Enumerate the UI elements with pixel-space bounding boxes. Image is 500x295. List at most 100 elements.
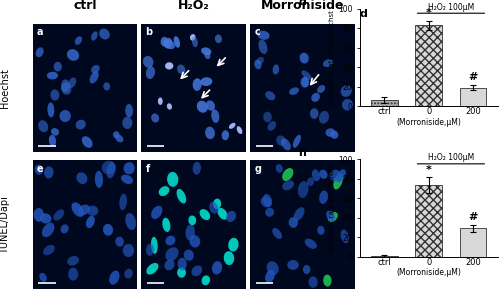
Bar xyxy=(460,88,486,106)
Ellipse shape xyxy=(340,230,349,243)
Ellipse shape xyxy=(266,261,278,275)
Ellipse shape xyxy=(167,103,172,110)
Ellipse shape xyxy=(120,194,127,210)
Ellipse shape xyxy=(151,113,159,122)
Ellipse shape xyxy=(302,76,309,87)
Ellipse shape xyxy=(204,52,210,59)
Y-axis label: Apoptotic rate (%) TUNEL: Apoptotic rate (%) TUNEL xyxy=(328,163,335,253)
Ellipse shape xyxy=(190,235,200,248)
Y-axis label: Apoptotic rate (%) Hoechst: Apoptotic rate (%) Hoechst xyxy=(328,10,335,105)
Bar xyxy=(416,185,442,257)
Ellipse shape xyxy=(276,135,286,146)
Ellipse shape xyxy=(300,53,309,63)
Ellipse shape xyxy=(272,64,279,75)
Ellipse shape xyxy=(143,56,154,68)
Ellipse shape xyxy=(178,258,187,270)
Ellipse shape xyxy=(330,170,341,181)
Ellipse shape xyxy=(164,38,172,49)
Ellipse shape xyxy=(78,204,90,215)
Ellipse shape xyxy=(91,31,98,41)
Ellipse shape xyxy=(202,276,210,285)
Ellipse shape xyxy=(319,191,328,204)
Ellipse shape xyxy=(304,239,317,249)
Ellipse shape xyxy=(62,83,72,95)
Ellipse shape xyxy=(67,256,79,266)
Ellipse shape xyxy=(323,275,332,286)
X-axis label: (Morroniside,μM): (Morroniside,μM) xyxy=(396,118,461,127)
Ellipse shape xyxy=(206,100,215,111)
Ellipse shape xyxy=(124,269,132,278)
Ellipse shape xyxy=(300,77,309,88)
Ellipse shape xyxy=(44,166,54,178)
Ellipse shape xyxy=(90,71,98,83)
Ellipse shape xyxy=(151,206,162,219)
Ellipse shape xyxy=(177,65,186,75)
Ellipse shape xyxy=(197,101,208,113)
Ellipse shape xyxy=(326,128,336,137)
Text: *: * xyxy=(426,165,432,175)
Ellipse shape xyxy=(228,238,238,252)
Ellipse shape xyxy=(146,66,155,79)
Text: H₂O₂ 100μM: H₂O₂ 100μM xyxy=(428,3,474,12)
Ellipse shape xyxy=(166,236,175,245)
Ellipse shape xyxy=(340,85,352,97)
Ellipse shape xyxy=(106,162,116,178)
Ellipse shape xyxy=(205,127,215,139)
Ellipse shape xyxy=(307,178,314,186)
Ellipse shape xyxy=(200,209,210,220)
Ellipse shape xyxy=(192,37,198,47)
Bar xyxy=(371,256,398,257)
Ellipse shape xyxy=(213,199,221,209)
Ellipse shape xyxy=(60,110,71,122)
Ellipse shape xyxy=(67,49,79,61)
Ellipse shape xyxy=(272,228,282,239)
Ellipse shape xyxy=(289,87,299,95)
Ellipse shape xyxy=(40,273,47,282)
Ellipse shape xyxy=(192,78,202,91)
Ellipse shape xyxy=(116,237,124,247)
Ellipse shape xyxy=(265,208,274,217)
Ellipse shape xyxy=(188,215,196,225)
Text: h: h xyxy=(298,148,306,158)
Ellipse shape xyxy=(218,208,228,220)
Ellipse shape xyxy=(310,108,318,119)
Ellipse shape xyxy=(122,117,132,129)
Ellipse shape xyxy=(68,268,78,281)
Ellipse shape xyxy=(126,213,136,230)
Ellipse shape xyxy=(125,104,133,117)
Ellipse shape xyxy=(190,34,196,41)
Ellipse shape xyxy=(164,260,174,270)
Ellipse shape xyxy=(68,77,76,88)
Ellipse shape xyxy=(229,123,235,129)
Ellipse shape xyxy=(174,36,180,48)
Ellipse shape xyxy=(326,210,335,222)
Ellipse shape xyxy=(282,168,294,181)
Ellipse shape xyxy=(51,128,59,136)
Ellipse shape xyxy=(121,175,133,184)
Ellipse shape xyxy=(95,171,103,188)
Ellipse shape xyxy=(87,206,99,216)
Ellipse shape xyxy=(281,138,291,150)
Ellipse shape xyxy=(40,213,52,224)
Text: g: g xyxy=(254,164,262,174)
Ellipse shape xyxy=(317,85,325,93)
Ellipse shape xyxy=(222,130,229,140)
Ellipse shape xyxy=(124,162,134,174)
Ellipse shape xyxy=(276,164,283,173)
Ellipse shape xyxy=(72,202,84,217)
Ellipse shape xyxy=(256,57,264,64)
X-axis label: (Morroniside,μM): (Morroniside,μM) xyxy=(396,268,461,277)
Ellipse shape xyxy=(163,39,175,49)
Ellipse shape xyxy=(288,217,298,228)
Ellipse shape xyxy=(61,79,70,92)
Ellipse shape xyxy=(186,225,195,240)
Ellipse shape xyxy=(293,135,301,148)
Ellipse shape xyxy=(49,135,56,146)
Ellipse shape xyxy=(224,251,234,265)
Text: d: d xyxy=(298,0,306,7)
Ellipse shape xyxy=(319,111,329,124)
Ellipse shape xyxy=(48,102,54,117)
Text: *: * xyxy=(426,8,432,18)
Ellipse shape xyxy=(113,131,119,138)
Ellipse shape xyxy=(167,172,178,187)
